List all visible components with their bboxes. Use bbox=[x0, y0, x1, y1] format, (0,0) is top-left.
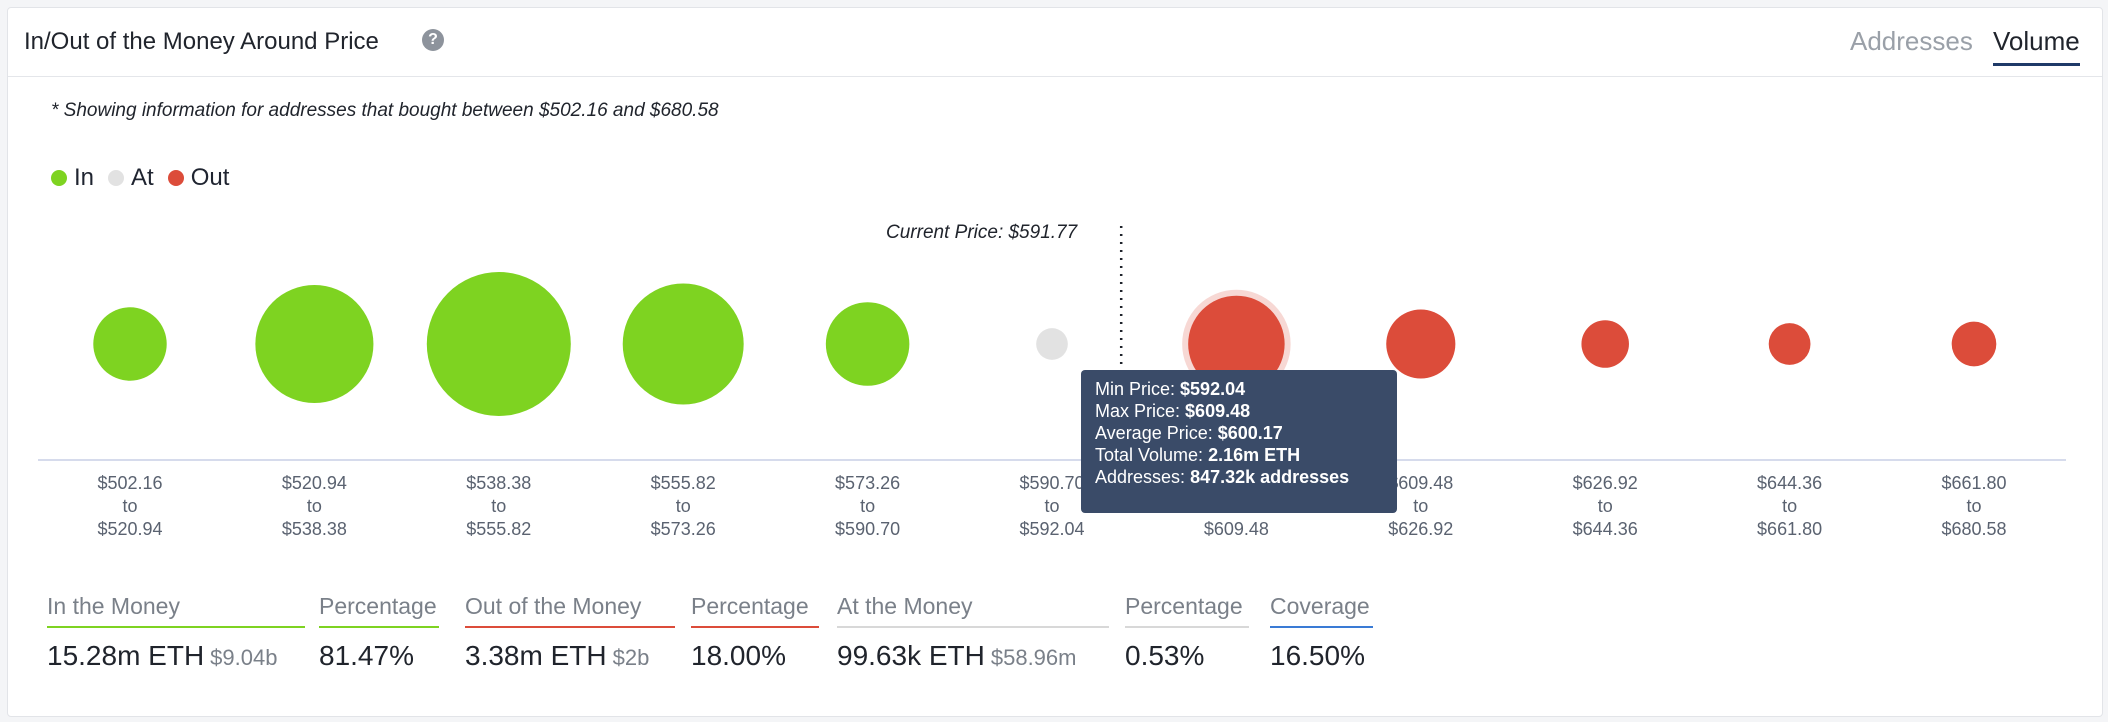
bubble-at[interactable] bbox=[1036, 328, 1068, 360]
stat-value: 16.50% bbox=[1270, 640, 1373, 672]
tick-label: to bbox=[1044, 496, 1059, 516]
bubble-in[interactable] bbox=[93, 307, 166, 380]
bubble-in[interactable] bbox=[623, 284, 744, 405]
current-price-label: Current Price: $591.77 bbox=[886, 222, 1079, 243]
tick-label: to bbox=[860, 496, 875, 516]
tick-label: $573.26 bbox=[651, 519, 716, 539]
stat-value: 3.38m ETH $2b bbox=[465, 640, 675, 672]
stat-value: 0.53% bbox=[1125, 640, 1249, 672]
tick-label: $661.80 bbox=[1757, 519, 1822, 539]
tick-label: $626.92 bbox=[1573, 473, 1638, 493]
stat-label: Out of the Money bbox=[465, 593, 675, 628]
bubble-out[interactable] bbox=[1386, 309, 1455, 378]
tick-label: $590.70 bbox=[835, 519, 900, 539]
tick-label: $609.48 bbox=[1388, 473, 1453, 493]
tooltip-volume-row: Total Volume: 2.16m ETH bbox=[1095, 444, 1383, 466]
tick-label: to bbox=[122, 496, 137, 516]
tick-label: to bbox=[491, 496, 506, 516]
tick-label: $626.92 bbox=[1388, 519, 1453, 539]
bucket-tooltip: Min Price: $592.04 Max Price: $609.48 Av… bbox=[1081, 370, 1397, 513]
summary-stats: In the Money 15.28m ETH $9.04b Percentage… bbox=[8, 593, 2102, 703]
tick-label: to bbox=[1782, 496, 1797, 516]
stat-value: 81.47% bbox=[319, 640, 439, 672]
stat-label: Percentage bbox=[1125, 593, 1249, 628]
stat-out-percentage: Percentage 18.00% bbox=[691, 593, 819, 672]
tooltip-addresses-row: Addresses: 847.32k addresses bbox=[1095, 466, 1383, 488]
tick-label: $520.94 bbox=[97, 519, 162, 539]
stat-value: 18.00% bbox=[691, 640, 819, 672]
tick-label: $502.16 bbox=[97, 473, 162, 493]
tooltip-max-row: Max Price: $609.48 bbox=[1095, 400, 1383, 422]
tick-label: $644.36 bbox=[1573, 519, 1638, 539]
stat-at-the-money: At the Money 99.63k ETH $58.96m bbox=[837, 593, 1109, 672]
tick-label: $538.38 bbox=[282, 519, 347, 539]
stat-label: In the Money bbox=[47, 593, 305, 628]
stat-value: 99.63k ETH $58.96m bbox=[837, 640, 1109, 672]
tick-label: $644.36 bbox=[1757, 473, 1822, 493]
tick-label: $555.82 bbox=[651, 473, 716, 493]
tick-label: to bbox=[307, 496, 322, 516]
tick-label: $538.38 bbox=[466, 473, 531, 493]
bubble-chart: Current Price: $591.77 $502.16 to $520.94 $5… bbox=[8, 8, 2102, 568]
bubble-out[interactable] bbox=[1581, 320, 1629, 368]
stat-in-percentage: Percentage 81.47% bbox=[319, 593, 439, 672]
stat-value: 15.28m ETH $9.04b bbox=[47, 640, 305, 672]
tick-label: $555.82 bbox=[466, 519, 531, 539]
bubble-out[interactable] bbox=[1769, 323, 1811, 365]
stat-label: Percentage bbox=[691, 593, 819, 628]
bubble-in[interactable] bbox=[427, 272, 571, 416]
tick-label: $573.26 bbox=[835, 473, 900, 493]
tick-label: $520.94 bbox=[282, 473, 347, 493]
tick-label: to bbox=[676, 496, 691, 516]
tick-label: $590.70 bbox=[1019, 473, 1084, 493]
tick-label: $661.80 bbox=[1941, 473, 2006, 493]
tooltip-min-row: Min Price: $592.04 bbox=[1095, 378, 1383, 400]
tooltip-avg-row: Average Price: $600.17 bbox=[1095, 422, 1383, 444]
stat-out-of-the-money: Out of the Money 3.38m ETH $2b bbox=[465, 593, 675, 672]
bubble-in[interactable] bbox=[826, 302, 910, 386]
stat-at-percentage: Percentage 0.53% bbox=[1125, 593, 1249, 672]
stat-label: Coverage bbox=[1270, 593, 1373, 628]
tick-label: to bbox=[1413, 496, 1428, 516]
tick-label: $609.48 bbox=[1204, 519, 1269, 539]
stat-coverage: Coverage 16.50% bbox=[1270, 593, 1373, 672]
tick-label: to bbox=[1966, 496, 1981, 516]
stat-label: Percentage bbox=[319, 593, 439, 628]
bubble-in[interactable] bbox=[255, 285, 373, 403]
stat-in-the-money: In the Money 15.28m ETH $9.04b bbox=[47, 593, 305, 672]
tick-label: $680.58 bbox=[1941, 519, 2006, 539]
iomap-card: In/Out of the Money Around Price ? Addre… bbox=[7, 7, 2103, 717]
bubble-out[interactable] bbox=[1952, 322, 1997, 367]
tick-label: to bbox=[1598, 496, 1613, 516]
tick-label: $592.04 bbox=[1019, 519, 1084, 539]
stat-label: At the Money bbox=[837, 593, 1109, 628]
